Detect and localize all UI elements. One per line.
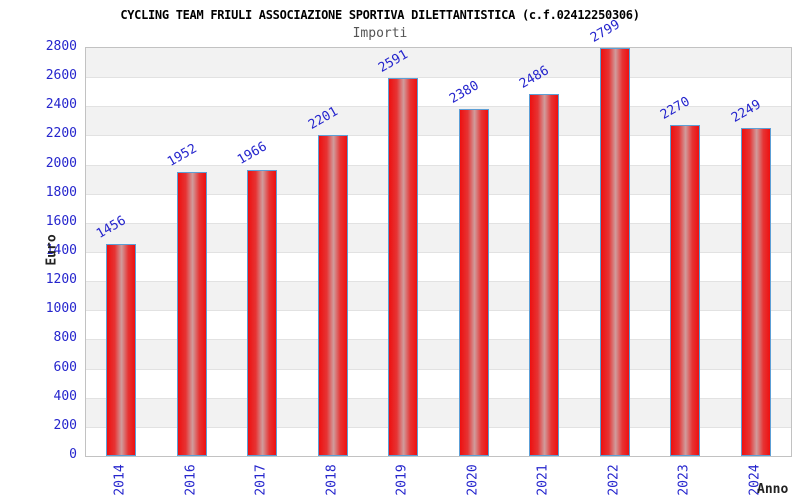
y-tick-label: 0 xyxy=(69,447,77,462)
plot-area: 1456 1952 1966 2201 2591 2380 2486 2799 2270 2249 xyxy=(85,17,792,457)
chart-subtitle: Importi xyxy=(352,26,408,41)
x-axis: 2014 2016 2017 2018 2019 2020 2021 2022 2023 2024 xyxy=(85,456,790,500)
y-tick-label: 200 xyxy=(53,417,77,433)
y-tick-label: 2400 xyxy=(45,97,77,113)
gridline xyxy=(86,77,791,79)
y-tick-label: 1800 xyxy=(45,184,77,200)
x-tick-label-2021: 2021 xyxy=(535,464,551,496)
bar-2021 xyxy=(529,93,560,456)
x-tick-label-2023: 2023 xyxy=(676,464,692,496)
y-tick-label: 1200 xyxy=(45,272,77,288)
bar-2018 xyxy=(317,135,348,456)
gridline xyxy=(86,193,791,195)
gridline xyxy=(86,106,791,108)
y-tick-label: 400 xyxy=(53,388,77,404)
y-axis: 0 200 400 600 800 1000 1200 1400 1600 1800 2000 220… xyxy=(0,39,77,462)
y-tick-label: 2600 xyxy=(45,68,77,84)
y-tick-label: 1400 xyxy=(45,243,77,258)
gridline xyxy=(86,426,791,428)
y-tick-label: 1000 xyxy=(45,301,77,317)
bar-2014 xyxy=(106,243,137,456)
gridline xyxy=(86,281,791,283)
gridline xyxy=(86,397,791,399)
chart-title: CYCLING TEAM FRIULI ASSOCIAZIONE SPORTIV… xyxy=(120,8,640,22)
y-tick-label: 1600 xyxy=(45,213,77,229)
plot-band xyxy=(86,48,791,78)
plot-band xyxy=(86,77,791,107)
gridline xyxy=(86,339,791,341)
x-tick-label-2014: 2014 xyxy=(112,464,128,496)
x-tick-label-2020: 2020 xyxy=(465,464,481,496)
bar-2017 xyxy=(247,169,278,456)
gridline xyxy=(86,368,791,370)
gridline xyxy=(86,164,791,166)
x-tick-label-2016: 2016 xyxy=(183,464,199,496)
gridline xyxy=(86,222,791,224)
bar-2022 xyxy=(599,48,630,456)
bar-value-label-2022: 2799 xyxy=(587,17,623,47)
y-axis-title: Euro xyxy=(44,234,60,266)
bar-2016 xyxy=(176,171,207,456)
x-axis-title: Anno xyxy=(757,482,789,497)
y-tick-label: 600 xyxy=(53,359,77,375)
y-tick-label: 2200 xyxy=(45,126,77,142)
x-tick-label-2022: 2022 xyxy=(606,464,622,496)
x-tick-label-2019: 2019 xyxy=(394,464,410,496)
y-tick-label: 2000 xyxy=(45,155,77,171)
gridline xyxy=(86,310,791,312)
bar-2020 xyxy=(458,109,489,456)
x-tick-label-2017: 2017 xyxy=(253,464,269,496)
bar-2019 xyxy=(388,78,419,456)
gridline xyxy=(86,135,791,137)
y-tick-label: 800 xyxy=(53,330,77,346)
gridline xyxy=(86,252,791,253)
bar-2023 xyxy=(670,125,701,456)
bar-2024 xyxy=(740,128,771,456)
y-tick-label: 2800 xyxy=(45,39,77,54)
x-tick-label-2018: 2018 xyxy=(324,464,340,496)
